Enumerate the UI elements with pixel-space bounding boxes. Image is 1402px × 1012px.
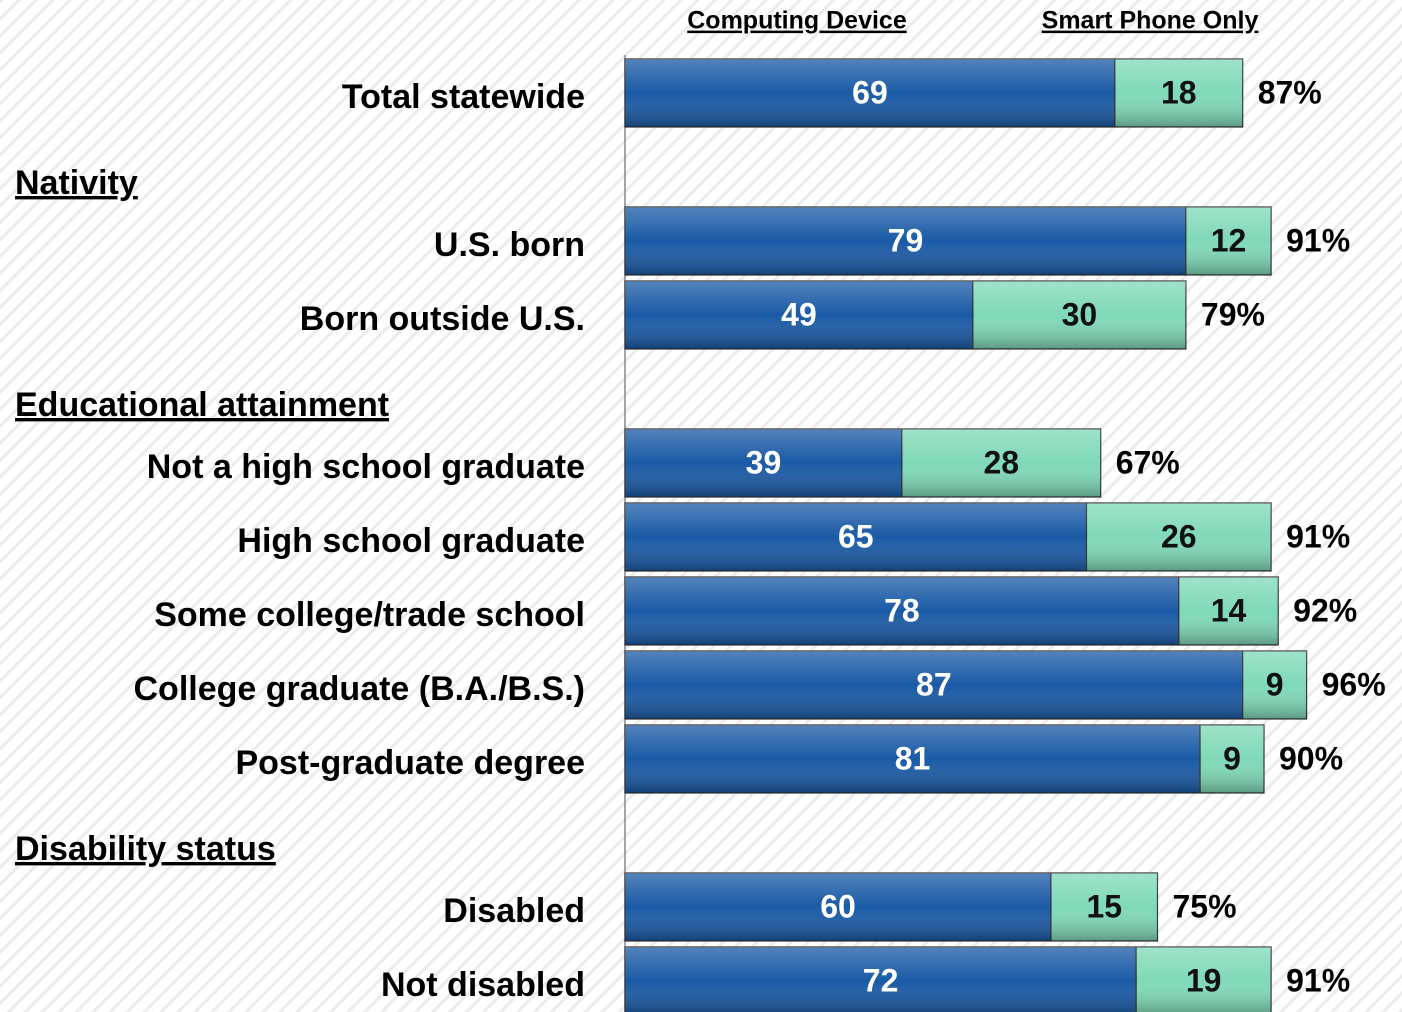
data-label: 81	[895, 740, 931, 776]
bar-shade	[625, 59, 1115, 127]
data-label: 69	[852, 74, 888, 110]
row-label: Disabled	[443, 892, 585, 930]
data-label: 65	[838, 518, 874, 554]
bar-shade	[625, 281, 973, 349]
bar-shade	[1178, 577, 1279, 645]
row-label: Total statewide	[342, 78, 585, 116]
bar-shade	[625, 725, 1201, 793]
row-label: U.S. born	[434, 226, 585, 264]
total-label: 91%	[1286, 962, 1350, 998]
data-label: 72	[863, 962, 899, 998]
legend-label: Computing Device	[687, 7, 907, 35]
data-label: 9	[1266, 666, 1284, 702]
total-label: 79%	[1201, 296, 1265, 332]
bar-shade	[625, 503, 1087, 571]
data-label: 79	[888, 222, 924, 258]
data-label: 60	[820, 888, 856, 924]
data-label: 12	[1211, 222, 1247, 258]
total-label: 91%	[1286, 518, 1350, 554]
row-label: College graduate (B.A./B.S.)	[134, 670, 586, 708]
total-label: 92%	[1293, 592, 1357, 628]
bar-shade	[901, 429, 1101, 497]
legend-label: Smart Phone Only	[1042, 7, 1259, 35]
group-header: Disability status	[15, 830, 276, 868]
data-label: 30	[1062, 296, 1098, 332]
total-label: 90%	[1279, 740, 1343, 776]
bar-shade	[1086, 503, 1272, 571]
bar-shade	[1185, 207, 1272, 275]
bar-shade	[972, 281, 1186, 349]
data-label: 9	[1223, 740, 1241, 776]
data-label: 15	[1086, 888, 1122, 924]
group-header: Educational attainment	[15, 386, 389, 424]
bar-shade	[625, 429, 902, 497]
row-label: Not disabled	[381, 966, 585, 1004]
bar-shade	[625, 947, 1137, 1012]
total-label: 91%	[1286, 222, 1350, 258]
row-label: Born outside U.S.	[300, 300, 585, 338]
total-label: 75%	[1173, 888, 1237, 924]
bar-shade	[625, 873, 1051, 941]
bar-shade	[1051, 873, 1158, 941]
row-label: Not a high school graduate	[147, 448, 585, 486]
bar-shade	[625, 207, 1186, 275]
bar-shade	[1242, 651, 1307, 719]
data-label: 19	[1186, 962, 1222, 998]
total-label: 87%	[1258, 74, 1322, 110]
data-label: 78	[884, 592, 920, 628]
bar-shade	[625, 651, 1243, 719]
row-label: Post-graduate degree	[235, 744, 585, 782]
data-label: 26	[1161, 518, 1197, 554]
row-label: Some college/trade school	[154, 596, 585, 634]
data-label: 39	[746, 444, 782, 480]
row-label: High school graduate	[237, 522, 585, 560]
total-label: 96%	[1322, 666, 1386, 702]
data-label: 18	[1161, 74, 1197, 110]
data-label: 87	[916, 666, 952, 702]
total-label: 67%	[1116, 444, 1180, 480]
data-label: 28	[984, 444, 1020, 480]
bar-shade	[1114, 59, 1243, 127]
bar-shade	[625, 577, 1179, 645]
bar-shade	[1200, 725, 1264, 793]
data-label: 14	[1211, 592, 1247, 628]
group-header: Nativity	[15, 164, 138, 202]
bar-shade	[1136, 947, 1272, 1012]
data-label: 49	[781, 296, 817, 332]
